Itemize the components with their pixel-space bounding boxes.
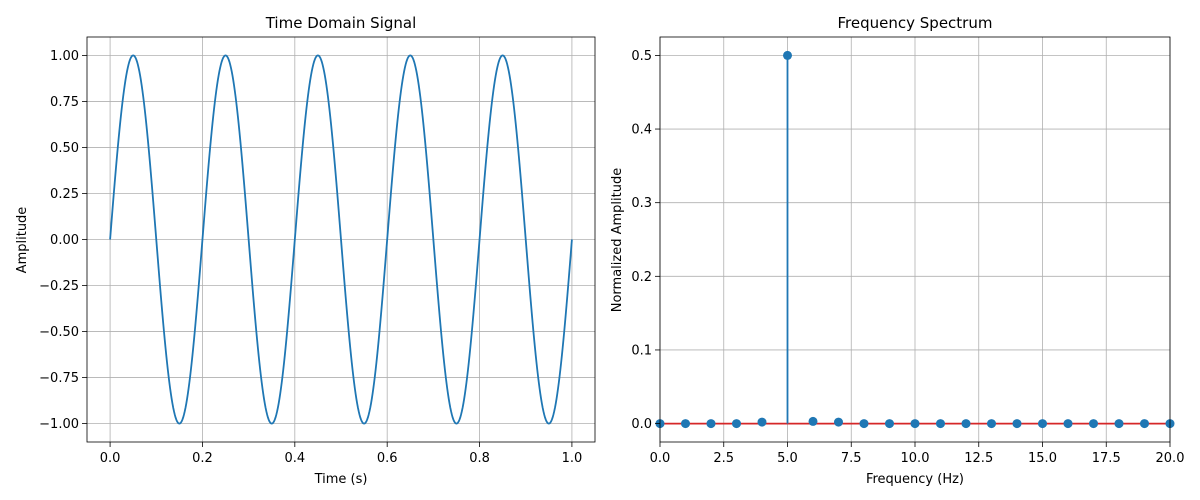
x-tick-label: 17.5 <box>1092 451 1121 466</box>
stem-marker <box>1114 419 1124 429</box>
x-tick-label: 2.5 <box>713 451 734 466</box>
x-tick-label: 0.8 <box>469 451 490 466</box>
x-tick-label: 20.0 <box>1156 451 1185 466</box>
y-tick-label: −0.75 <box>39 371 79 386</box>
x-tick-label: 15.0 <box>1028 451 1057 466</box>
stem-marker <box>834 417 843 427</box>
time-domain-chart: 0.0 0.2 0.4 0.6 0.8 1.0 1.00 0.75 0.50 0.25 0.00 −0… <box>15 14 596 487</box>
stem-marker <box>961 419 971 429</box>
x-tick-label: 0.2 <box>192 451 213 466</box>
stem-marker <box>987 419 996 429</box>
stem-marker <box>936 419 945 429</box>
y-tick-label: 0.50 <box>50 141 79 156</box>
x-tick-label: 7.5 <box>841 451 862 466</box>
y-axis-label: Normalized Amplitude <box>610 168 625 312</box>
chart-title: Time Domain Signal <box>265 14 417 32</box>
frequency-spectrum-data <box>655 50 1175 429</box>
y-tick-label: 0.1 <box>631 343 652 358</box>
y-axis-label: Amplitude <box>15 207 30 274</box>
y-tick-label: 0.25 <box>50 187 79 202</box>
y-tick-label: 0.3 <box>631 196 652 211</box>
stem-marker <box>808 416 818 426</box>
stem-marker <box>681 419 690 429</box>
x-tick-label: 0.4 <box>284 451 305 466</box>
y-tick-label: 0.0 <box>631 417 652 432</box>
y-tick-label: 1.00 <box>50 49 79 64</box>
stem-marker <box>885 419 894 429</box>
x-tick-label: 0.0 <box>100 451 121 466</box>
y-tick-label: 0.75 <box>50 95 79 110</box>
stem-marker <box>910 419 920 429</box>
x-axis-label: Time (s) <box>314 472 368 487</box>
stem-marker <box>1140 419 1149 429</box>
frequency-spectrum-chart: 0.0 2.5 5.0 7.5 10.0 12.5 15.0 17.5 20.0 0.5 0.4 0.… <box>610 14 1184 487</box>
time-domain-data <box>109 54 573 425</box>
y-tick-label: 0.00 <box>50 233 79 248</box>
y-tick-label: −0.50 <box>39 325 79 340</box>
stem-marker <box>1063 419 1073 429</box>
x-tick-label: 5.0 <box>777 451 798 466</box>
y-tick-label: 0.2 <box>631 270 652 285</box>
x-tick-label: 0.0 <box>650 451 671 466</box>
x-tick-label: 10.0 <box>901 451 930 466</box>
chart-title: Frequency Spectrum <box>838 14 993 32</box>
stem-marker <box>1012 419 1022 429</box>
frequency-spectrum-ticks: 0.0 2.5 5.0 7.5 10.0 12.5 15.0 17.5 20.0 0.5 0.4 0.… <box>631 49 1184 466</box>
x-tick-label: 12.5 <box>964 451 993 466</box>
x-tick-label: 1.0 <box>562 451 583 466</box>
stem-marker <box>1089 419 1098 429</box>
stem-marker <box>783 50 792 60</box>
y-tick-label: −0.25 <box>39 279 79 294</box>
x-tick-label: 0.6 <box>377 451 398 466</box>
stem-marker <box>757 417 767 427</box>
stem-marker <box>706 419 716 429</box>
signal-line <box>109 54 573 425</box>
time-domain-ticks: 0.0 0.2 0.4 0.6 0.8 1.0 1.00 0.75 0.50 0.25 0.00 −0… <box>39 49 582 466</box>
y-tick-label: 0.4 <box>631 123 652 138</box>
y-tick-label: −1.00 <box>39 417 79 432</box>
x-axis-label: Frequency (Hz) <box>866 472 964 487</box>
stem-marker <box>732 419 741 429</box>
y-tick-label: 0.5 <box>631 49 652 64</box>
stem-marker <box>859 419 869 429</box>
stem-marker <box>1038 419 1047 429</box>
